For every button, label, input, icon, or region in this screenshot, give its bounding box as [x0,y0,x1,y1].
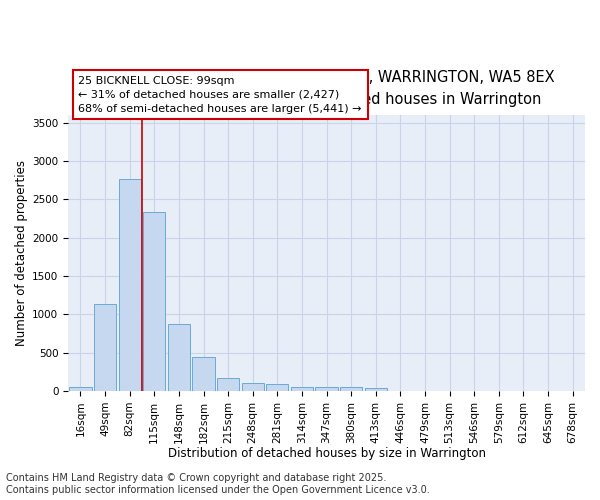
Title: 25, BICKNELL CLOSE, GREAT SANKEY, WARRINGTON, WA5 8EX
Size of property relative : 25, BICKNELL CLOSE, GREAT SANKEY, WARRIN… [98,70,555,107]
Y-axis label: Number of detached properties: Number of detached properties [15,160,28,346]
Text: 25 BICKNELL CLOSE: 99sqm
← 31% of detached houses are smaller (2,427)
68% of sem: 25 BICKNELL CLOSE: 99sqm ← 31% of detach… [79,76,362,114]
Bar [143,212,166,391]
Bar [291,387,313,391]
Bar [119,180,141,391]
Bar [94,304,116,391]
Bar [316,387,338,391]
Bar [193,358,215,391]
Text: Contains HM Land Registry data © Crown copyright and database right 2025.
Contai: Contains HM Land Registry data © Crown c… [6,474,430,495]
Bar [365,388,387,391]
Bar [70,387,92,391]
Bar [217,378,239,391]
Bar [242,384,264,391]
Bar [340,387,362,391]
Bar [266,384,289,391]
X-axis label: Distribution of detached houses by size in Warrington: Distribution of detached houses by size … [167,447,485,460]
Bar [168,324,190,391]
